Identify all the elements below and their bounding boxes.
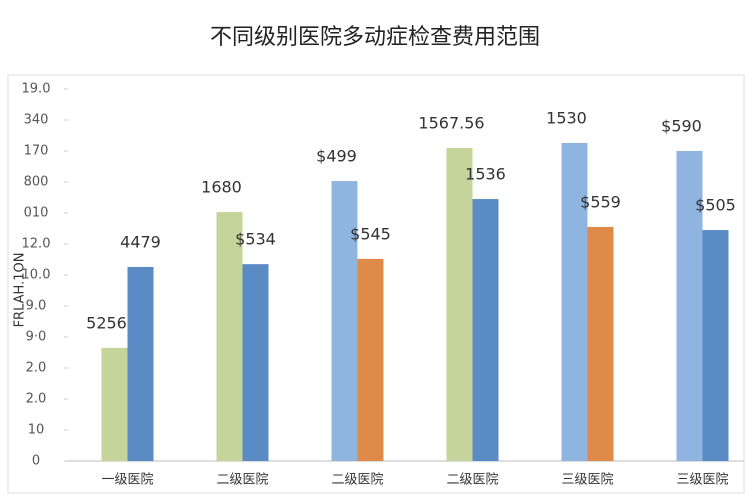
bar-annotation: 4479: [120, 232, 161, 251]
bar: [702, 230, 729, 461]
bar: [331, 181, 358, 461]
x-tick-label: 三级医院: [561, 473, 613, 488]
bar-annotation: $499: [316, 147, 357, 166]
bar: [357, 258, 384, 461]
y-tick-label: 10: [28, 423, 45, 438]
y-tick-label: 340: [24, 113, 49, 128]
x-tick-label: 二级医院: [216, 473, 268, 488]
bar-annotation: 1680: [201, 178, 242, 197]
bar: [587, 226, 614, 461]
bar-annotation: 1530: [546, 108, 587, 127]
bar-annotation: $505: [695, 196, 736, 215]
y-tick-label: 0: [32, 454, 40, 469]
bar-annotation: 5256: [86, 313, 127, 332]
y-tick-label: 12.0: [22, 237, 51, 252]
y-tick-label: 800: [24, 175, 49, 190]
chart-title: 不同级别医院多动症检查费用范围: [210, 25, 540, 50]
bar: [216, 212, 243, 461]
bar: [472, 199, 499, 462]
y-tick-label: 010: [24, 206, 49, 221]
bar: [101, 347, 128, 461]
y-tick-label: 19.0: [22, 82, 51, 97]
bar: [561, 142, 588, 461]
plot-frame: [7, 74, 745, 494]
bar-annotation: $545: [350, 224, 391, 243]
y-tick-label: 2.0: [26, 392, 47, 407]
y-tick-label: 10.0: [22, 268, 51, 283]
x-tick-label: 一级医院: [101, 473, 153, 488]
bar: [127, 266, 154, 461]
y-tick-label: 2.0: [26, 361, 47, 376]
bar-annotation: 1536: [465, 165, 506, 184]
bar: [242, 264, 269, 461]
bar-annotation: $534: [235, 230, 276, 249]
bar-annotation: $559: [580, 192, 621, 211]
x-tick-label: 三级医院: [676, 473, 728, 488]
y-axis-label: FRLAH.1ON: [13, 253, 28, 328]
y-tick-label: 170: [24, 144, 49, 159]
bar-annotation: $590: [661, 117, 702, 136]
bar-annotation: 1567.56: [418, 113, 484, 132]
y-tick-label: 9·0: [26, 330, 47, 345]
x-tick-label: 二级医院: [331, 473, 383, 488]
y-tick-label: 9.0: [26, 299, 47, 314]
x-tick-label: 二级医院: [446, 473, 498, 488]
bar: [676, 151, 703, 461]
bar: [446, 147, 473, 461]
